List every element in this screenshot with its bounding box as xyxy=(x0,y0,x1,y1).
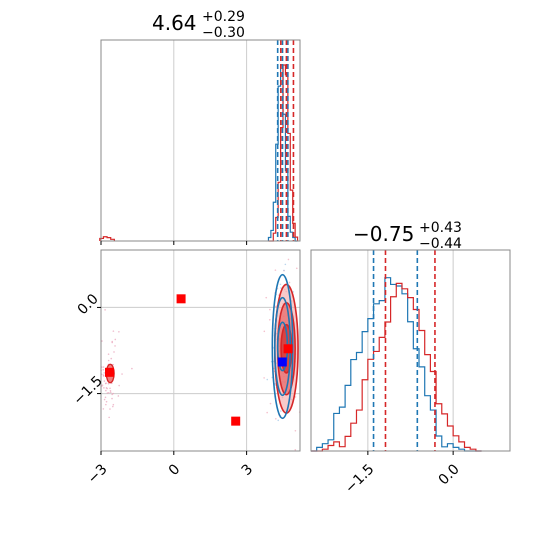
scatter-point xyxy=(280,287,282,289)
scatter-point-red xyxy=(114,345,116,347)
scatter-point-red xyxy=(131,367,133,370)
scatter-point-red xyxy=(107,382,110,385)
title-param1-upper: +0.29 xyxy=(202,9,245,25)
scatter-point xyxy=(279,410,282,412)
title-param2-value: −0.75 xyxy=(353,222,414,246)
scatter-point-red xyxy=(114,338,117,341)
scatter-point xyxy=(263,377,265,379)
hist2-blue-series xyxy=(311,277,482,452)
scatter-point-red xyxy=(103,387,105,389)
scatter-point-red xyxy=(118,384,120,387)
scatter-point xyxy=(274,305,277,308)
marker-blue-square xyxy=(277,357,287,367)
scatter-point xyxy=(263,330,266,333)
scatter-point-red xyxy=(106,387,108,390)
scatter-point-red xyxy=(103,372,105,374)
scatter-point-red xyxy=(101,340,103,342)
scatter-point-red xyxy=(105,389,107,392)
scatter-point-red xyxy=(105,403,107,406)
scatter-point-red xyxy=(112,405,114,408)
scatter-point-red xyxy=(102,408,105,410)
x-tick-label-param2: −1.5 xyxy=(342,461,377,496)
scatter-point xyxy=(294,396,297,398)
scatter-point-red xyxy=(106,392,109,394)
histogram-param2-panel: −1.5 0.0 xyxy=(310,249,511,497)
scatter-point-red xyxy=(108,391,110,394)
scatter-point xyxy=(288,281,291,284)
marker-red-square xyxy=(283,344,293,354)
scatter-point-red xyxy=(121,373,123,375)
scatter-point xyxy=(266,378,269,381)
y-tick-label-param2: 0.0 xyxy=(75,291,102,318)
x-tick-label-param1: −3 xyxy=(85,461,111,487)
scatter-point-red xyxy=(102,368,105,371)
joint-frame xyxy=(100,249,301,452)
hist2-frame xyxy=(310,249,511,452)
scatter-point xyxy=(269,402,272,405)
scatter-point-red xyxy=(107,353,110,355)
scatter-point-red xyxy=(111,340,113,343)
hist2-red-series xyxy=(311,282,482,452)
scatter-point xyxy=(279,283,282,286)
x-tick-label-param1: 0 xyxy=(166,461,184,479)
scatter-point xyxy=(268,318,271,321)
title-param2-lower: −0.44 xyxy=(419,236,462,252)
scatter-point-red xyxy=(108,416,110,419)
scatter-point xyxy=(294,448,297,451)
scatter-point-red xyxy=(107,359,110,362)
title-param2: −0.75 +0.43 −0.44 xyxy=(353,220,462,252)
scatter-point-red xyxy=(102,366,105,368)
scatter-point-red xyxy=(112,363,114,366)
title-param1-lower: −0.30 xyxy=(202,25,245,41)
title-param1-value: 4.64 xyxy=(152,11,197,35)
title-param2-upper: +0.43 xyxy=(419,220,462,236)
scatter-point-red xyxy=(102,374,105,376)
hist1-red-series xyxy=(268,64,299,242)
scatter-point-red xyxy=(112,403,115,406)
marker-red-square xyxy=(104,367,114,377)
scatter-point xyxy=(275,417,277,420)
scatter-point-red xyxy=(113,351,115,353)
scatter-point-red xyxy=(104,382,107,385)
scatter-point-red xyxy=(103,398,106,401)
scatter-point-red xyxy=(104,396,107,399)
scatter-point xyxy=(277,419,280,422)
scatter-point-red xyxy=(103,380,106,382)
scatter-point-red xyxy=(105,400,108,403)
hist1-frame xyxy=(100,39,301,242)
scatter-point xyxy=(265,296,268,299)
scatter-point-red xyxy=(112,330,115,332)
hist1-red-outlier xyxy=(99,236,115,241)
scatter-point-red xyxy=(111,393,113,396)
scatter-point xyxy=(294,429,297,432)
scatter-point xyxy=(283,269,285,272)
scatter-point-red xyxy=(109,391,112,394)
scatter-point-red xyxy=(117,395,120,397)
histogram-param1-panel xyxy=(99,39,301,245)
title-param1: 4.64 +0.29 −0.30 xyxy=(152,9,245,41)
scatter-point xyxy=(292,291,295,293)
scatter-point-red xyxy=(109,408,111,410)
scatter-point-red xyxy=(111,397,113,400)
scatter-point-red xyxy=(109,387,111,390)
scatter-point-red xyxy=(104,309,106,311)
scatter-point xyxy=(287,258,290,261)
marker-red-square xyxy=(231,416,241,426)
scatter-point-red xyxy=(109,389,112,392)
scatter-point xyxy=(269,308,271,311)
scatter-point xyxy=(266,411,268,414)
scatter-point xyxy=(295,267,298,270)
contour-blue-2 xyxy=(271,273,294,420)
x-tick-label-param1: 3 xyxy=(239,461,257,479)
scatter-point xyxy=(274,269,277,271)
marker-red-square xyxy=(176,294,186,304)
scatter-point-red xyxy=(118,330,120,333)
scatter-point xyxy=(284,263,287,266)
x-tick-label-param2: 0.0 xyxy=(436,461,463,488)
joint-distribution-panel: −3 0 3−1.50.0 xyxy=(70,249,301,487)
scatter-point-red xyxy=(110,357,113,360)
